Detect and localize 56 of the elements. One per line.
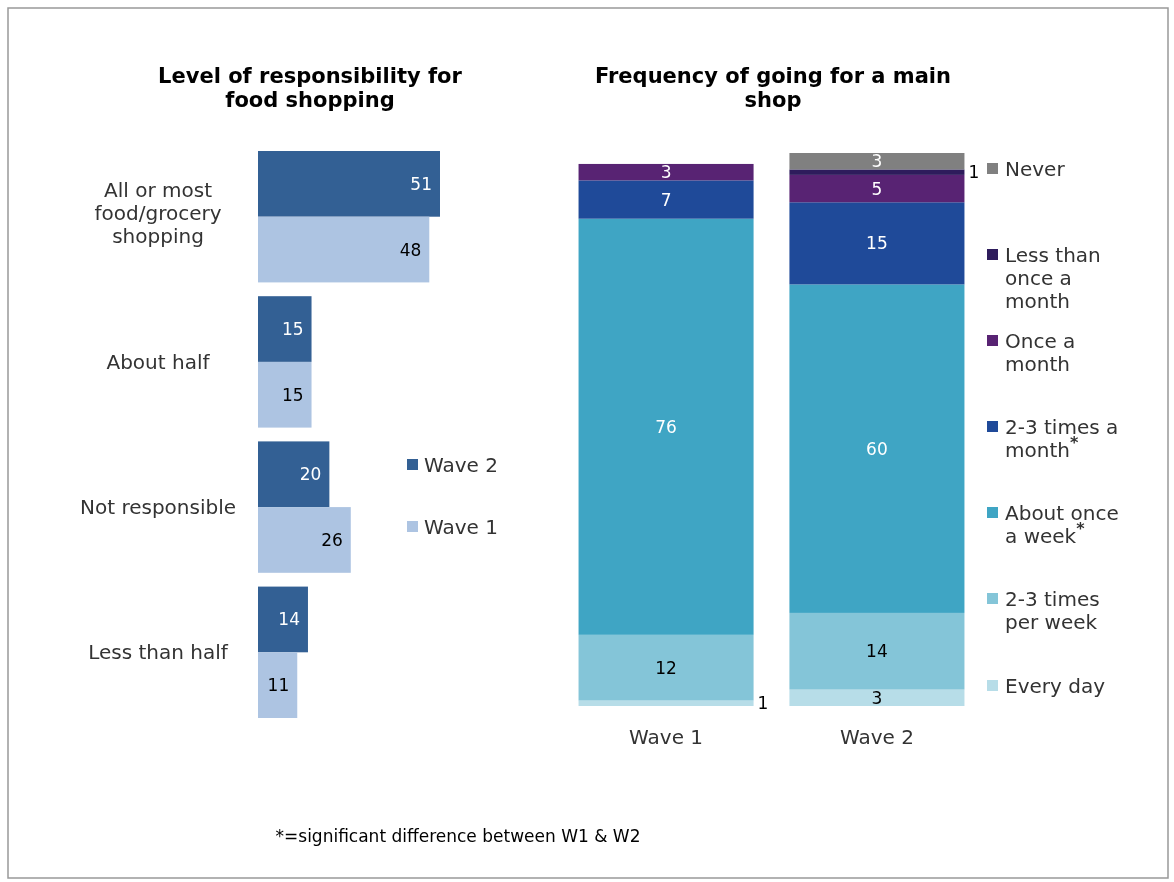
data-label: 3 (871, 687, 883, 708)
legend-label: Less than once a month (1005, 243, 1101, 313)
text: *=significant difference between W1 & W2 (275, 826, 641, 846)
data-label: 11 (267, 675, 290, 696)
bar (578, 700, 754, 706)
bar (789, 202, 965, 285)
chart-title: Level of responsibility for food shopping (158, 64, 462, 113)
bar (578, 634, 754, 701)
bar (258, 441, 330, 508)
bar (258, 507, 351, 573)
bar (789, 169, 965, 175)
bar (578, 218, 754, 635)
legend-label: Wave 1 (424, 515, 498, 539)
y-tick-label: Not responsible (79, 495, 237, 520)
data-label: 1 (757, 693, 769, 714)
bar (258, 151, 440, 217)
data-label: 51 (410, 173, 432, 194)
y-tick-label: Less than half (88, 640, 229, 665)
bar (258, 216, 430, 283)
data-label: 14 (866, 641, 888, 662)
bar (258, 652, 298, 718)
data-label: 76 (655, 416, 677, 437)
data-label: 48 (399, 239, 422, 260)
bar (258, 586, 308, 653)
legend-label: Once a month (1005, 329, 1076, 376)
data-label: 5 (871, 178, 883, 199)
chart-title: Frequency of going for a main shop (595, 64, 951, 113)
data-label: 3 (660, 162, 672, 183)
text: 2-3 times a month$^{*}$ (1005, 415, 1119, 462)
legend-label: Every day (1005, 674, 1106, 698)
bar (258, 361, 312, 428)
data-label: 15 (281, 384, 304, 405)
data-label: 15 (866, 233, 888, 254)
data-label: 20 (299, 464, 322, 485)
data-label: 60 (866, 438, 888, 459)
data-label: 7 (660, 189, 672, 210)
y-tick-label: About half (106, 349, 211, 374)
bar (578, 163, 754, 181)
data-label: 26 (321, 529, 343, 550)
bar (789, 153, 965, 170)
data-label: 14 (278, 609, 300, 630)
data-label: 3 (871, 151, 883, 172)
y-tick-label: All or most food/grocery shopping (94, 178, 222, 249)
data-label: 12 (655, 657, 677, 678)
data-label: 15 (281, 319, 304, 340)
bar (789, 612, 965, 690)
legend-label: Wave 2 (424, 453, 498, 477)
bar (258, 296, 312, 362)
bar (789, 174, 965, 203)
legend-label: Never (1005, 157, 1066, 181)
legend-label: 2-3 times per week (1005, 587, 1100, 634)
bar (789, 284, 965, 613)
bar (578, 180, 754, 219)
bar (789, 689, 965, 706)
data-label: 1 (968, 162, 980, 183)
text: About once a week$^{*}$ (1005, 501, 1119, 548)
